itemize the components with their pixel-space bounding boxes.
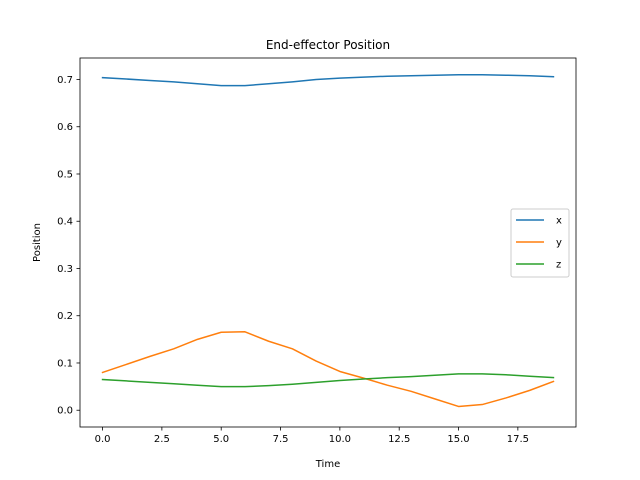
x-tick-label: 15.0 xyxy=(447,434,469,445)
y-axis-label: Position xyxy=(32,223,43,262)
y-tick-label: 0.6 xyxy=(57,122,73,133)
plot-area-frame xyxy=(79,57,577,428)
x-axis: 0.0 2.5 5.0 7.5 10.0 12.5 15.0 17.5 xyxy=(95,427,529,445)
legend-label-z: z xyxy=(556,260,561,271)
y-axis: 0.0 0.1 0.2 0.3 0.4 0.5 0.6 0.7 xyxy=(57,75,80,417)
x-tick-label: 0.0 xyxy=(95,434,111,445)
y-tick-label: 0.3 xyxy=(57,264,73,275)
y-tick-label: 0.5 xyxy=(57,169,73,180)
y-tick-label: 0.0 xyxy=(57,406,73,417)
x-tick-label: 2.5 xyxy=(154,434,170,445)
series-line-z xyxy=(101,373,555,388)
x-tick-label: 5.0 xyxy=(213,434,229,445)
legend-label-x: x xyxy=(556,216,562,227)
x-tick-label: 12.5 xyxy=(388,434,410,445)
legend-label-y: y xyxy=(556,238,562,249)
chart-title: End-effector Position xyxy=(266,38,390,52)
x-tick-label: 7.5 xyxy=(273,434,289,445)
x-axis-label: Time xyxy=(315,459,340,470)
y-tick-label: 0.4 xyxy=(57,217,73,228)
series-line-x xyxy=(101,74,555,87)
series-line-y xyxy=(101,331,555,408)
x-tick-label: 10.0 xyxy=(329,434,351,445)
y-tick-label: 0.1 xyxy=(57,358,73,369)
legend-box xyxy=(510,208,570,278)
y-tick-label: 0.2 xyxy=(57,311,73,322)
x-tick-label: 17.5 xyxy=(507,434,529,445)
y-tick-label: 0.7 xyxy=(57,75,73,86)
legend: xyz xyxy=(510,208,570,278)
series-layer xyxy=(101,74,555,408)
